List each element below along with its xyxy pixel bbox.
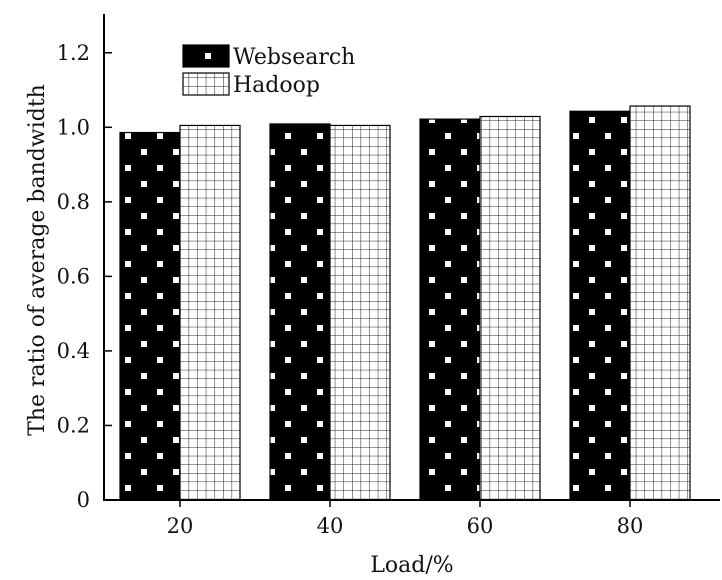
bar-hadoop-80 — [629, 105, 691, 501]
bar-websearch-40 — [269, 123, 331, 501]
y-axis-label: The ratio of average bandwidth — [25, 84, 50, 436]
y-tick-label: 0.8 — [57, 190, 90, 214]
x-tick-label: 40 — [317, 514, 344, 538]
y-tick-label: 0.2 — [57, 413, 90, 437]
bar-websearch-60 — [419, 118, 481, 501]
y-tick-label: 1.0 — [57, 115, 90, 139]
y-tick-label: 0.4 — [57, 339, 90, 363]
bar-hadoop-20 — [179, 124, 241, 501]
bar-hadoop-40 — [329, 124, 391, 501]
bar-hadoop-60 — [479, 115, 541, 501]
legend-label-hadoop: Hadoop — [233, 73, 320, 98]
x-tick-label: 60 — [467, 514, 494, 538]
legend-label-websearch: Websearch — [233, 45, 355, 70]
bar-websearch-20 — [119, 131, 181, 501]
x-tick-label: 80 — [617, 514, 644, 538]
y-tick-label: 0 — [77, 488, 90, 512]
x-axis-label: Load/% — [370, 553, 453, 578]
y-tick-label: 1.2 — [57, 41, 90, 65]
x-tick-label: 20 — [167, 514, 194, 538]
legend-swatch-hadoop — [182, 72, 230, 96]
legend-swatch-websearch — [182, 44, 230, 68]
bar-websearch-80 — [569, 110, 631, 501]
y-tick-label: 0.6 — [57, 264, 90, 288]
